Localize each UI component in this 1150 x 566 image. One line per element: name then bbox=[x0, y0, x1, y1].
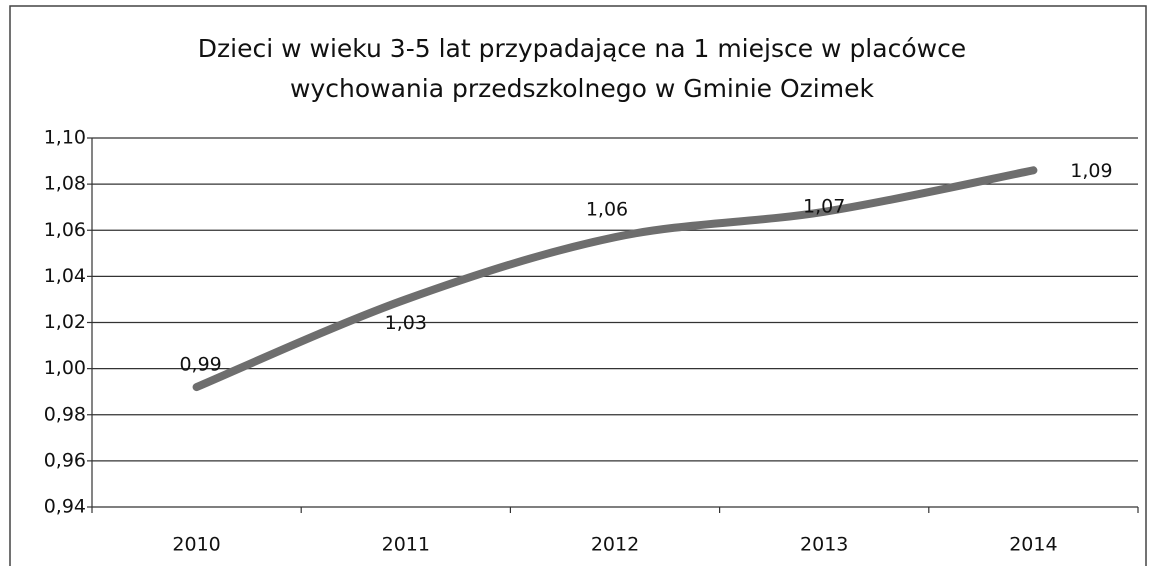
x-tick-label: 2014 bbox=[1009, 534, 1057, 556]
y-tick-label: 1,08 bbox=[44, 173, 86, 195]
y-tick-label: 0,98 bbox=[44, 403, 86, 425]
data-label: 1,09 bbox=[1070, 160, 1112, 182]
data-label: 0,99 bbox=[179, 354, 221, 376]
x-tick-label: 2013 bbox=[800, 534, 848, 556]
x-tick-label: 2012 bbox=[591, 534, 639, 556]
x-tick-label: 2011 bbox=[382, 534, 430, 556]
data-label: 1,03 bbox=[385, 312, 427, 334]
chart-title: wychowania przedszkolnego w Gminie Ozime… bbox=[290, 74, 874, 103]
x-tick-label: 2010 bbox=[172, 534, 220, 556]
y-tick-label: 1,04 bbox=[44, 265, 86, 287]
y-tick-label: 1,10 bbox=[44, 127, 86, 149]
data-label: 1,07 bbox=[803, 195, 845, 217]
data-label: 1,06 bbox=[586, 199, 628, 221]
y-tick-label: 1,02 bbox=[44, 311, 86, 333]
chart-title: Dzieci w wieku 3-5 lat przypadające na 1… bbox=[198, 34, 966, 63]
chart-frame bbox=[9, 5, 1147, 566]
y-tick-label: 0,96 bbox=[44, 449, 86, 471]
y-tick-label: 1,06 bbox=[44, 219, 86, 241]
y-tick-label: 0,94 bbox=[44, 496, 86, 518]
data-line bbox=[192, 166, 1038, 392]
y-tick-label: 1,00 bbox=[44, 357, 86, 379]
